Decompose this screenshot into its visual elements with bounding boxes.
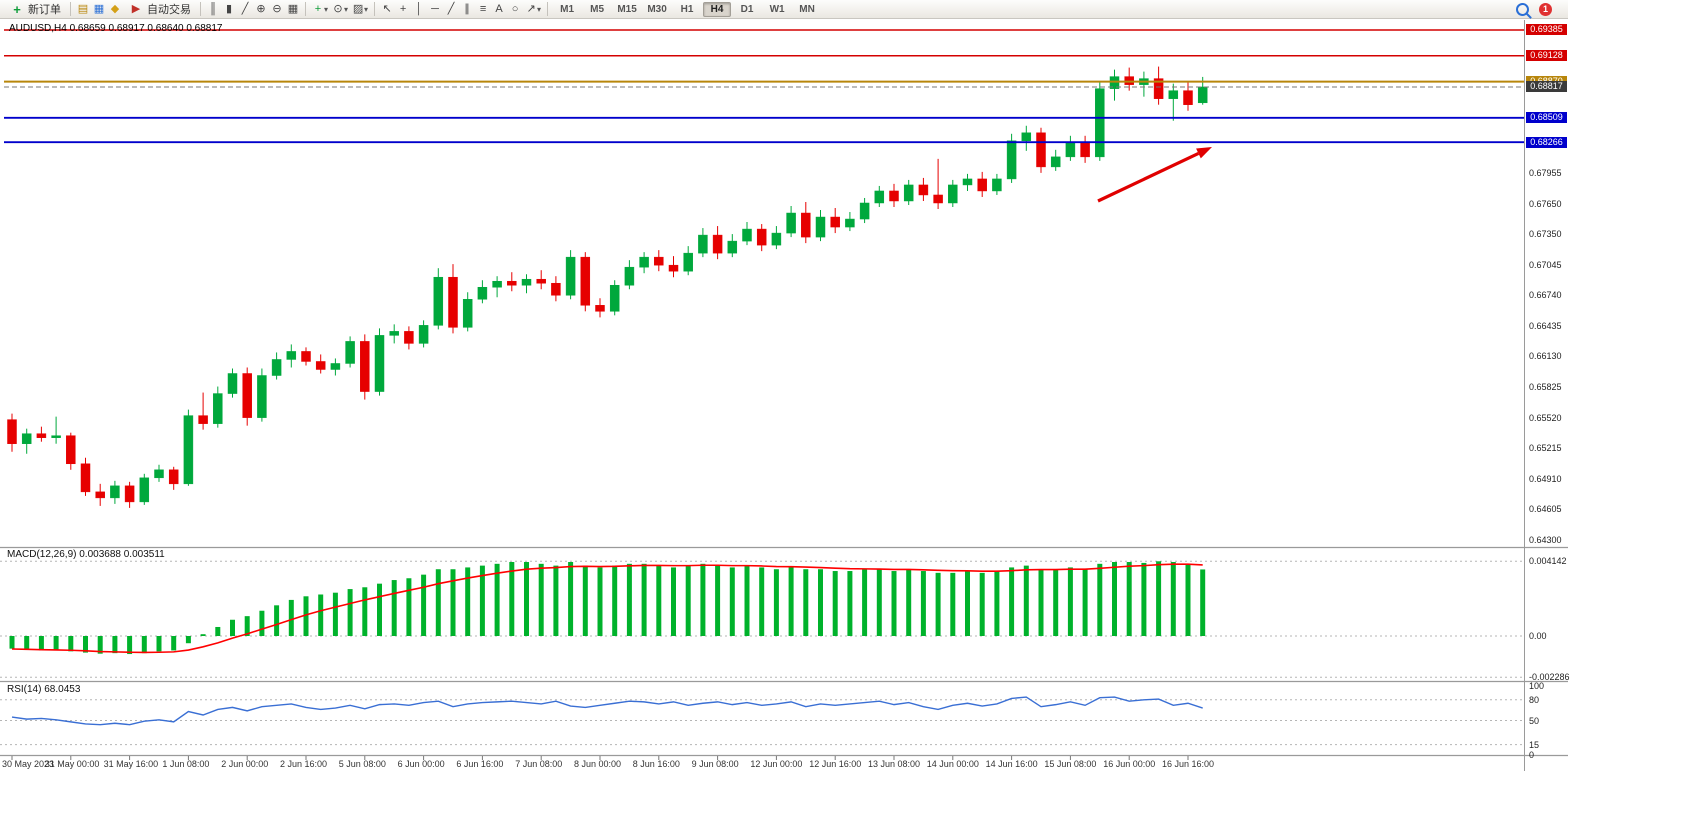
zoom-in-icon[interactable]: ⊕ bbox=[256, 2, 266, 15]
toolbar-separator bbox=[305, 2, 306, 16]
search-icon[interactable] bbox=[1516, 2, 1529, 16]
vertical-line-icon[interactable]: │ bbox=[415, 2, 423, 15]
toolbar-separator bbox=[70, 2, 71, 16]
new-chart-icon[interactable]: ▤ bbox=[77, 2, 89, 15]
macd-layer[interactable] bbox=[0, 560, 1524, 678]
candles-layer[interactable] bbox=[7, 66, 1208, 508]
line-chart-icon[interactable]: ╱ bbox=[241, 2, 249, 15]
bar-chart-icon[interactable]: ║ bbox=[209, 2, 217, 15]
toolbar-group-insert: + ▾ ⊙ ▾ ▨ ▾ bbox=[310, 2, 370, 17]
toolbar-group-drawing: ↖ + │ ─ ╱ ∥ ≡ A ○ ↗ ▾ bbox=[379, 2, 543, 17]
trend-arrow-annotation[interactable] bbox=[1097, 147, 1212, 203]
autotrade-button[interactable]: ▶ 自动交易 bbox=[124, 1, 195, 18]
crosshair-icon[interactable]: + bbox=[399, 2, 407, 15]
cursor-icon[interactable]: ↖ bbox=[382, 2, 392, 15]
trendline-icon[interactable]: ╱ bbox=[447, 2, 455, 15]
timeframe-M5[interactable]: M5 bbox=[590, 3, 605, 15]
timeframe-W1[interactable]: W1 bbox=[769, 3, 785, 15]
fibonacci-icon[interactable]: ≡ bbox=[479, 2, 487, 15]
timeframe-M30[interactable]: M30 bbox=[647, 3, 667, 15]
chevron-down-icon: ▾ bbox=[537, 4, 542, 14]
toolbar-separator bbox=[547, 2, 549, 16]
new-order-icon: + bbox=[13, 1, 21, 17]
add-indicator-icon[interactable]: + bbox=[314, 2, 322, 15]
template-icon[interactable]: ▨ bbox=[352, 2, 364, 15]
candlestick-chart-icon[interactable]: ▮ bbox=[225, 2, 233, 15]
metaeditor-icon[interactable]: ◆ bbox=[110, 2, 120, 15]
timeframe-M15[interactable]: M15 bbox=[617, 3, 637, 15]
chevron-down-icon: ▾ bbox=[364, 4, 369, 14]
text-icon[interactable]: A bbox=[495, 2, 503, 15]
zoom-out-icon[interactable]: ⊖ bbox=[272, 2, 282, 15]
horizontal-line-icon[interactable]: ─ bbox=[431, 2, 439, 15]
chart-canvas[interactable] bbox=[0, 0, 1568, 839]
rsi-label: RSI(14) 68.0453 bbox=[7, 684, 81, 695]
toolbar-group-timeframes: M1 M5 M15 M30 H1 H4 D1 W1 MN bbox=[552, 1, 822, 17]
period-icon[interactable]: ⊙ bbox=[333, 2, 343, 15]
timeframe-D1[interactable]: D1 bbox=[740, 3, 754, 15]
new-order-button[interactable]: + 新订单 bbox=[5, 1, 65, 18]
toolbar-group-charts: ║ ▮ ╱ ⊕ ⊖ ▦ bbox=[205, 2, 301, 17]
timeframe-MN[interactable]: MN bbox=[799, 3, 815, 15]
arrow-tools-icon[interactable]: ↗ bbox=[526, 2, 536, 15]
chevron-down-icon: ▾ bbox=[344, 4, 349, 14]
timeframe-M1[interactable]: M1 bbox=[560, 3, 575, 15]
new-order-label: 新订单 bbox=[28, 4, 61, 16]
panel-separators[interactable] bbox=[0, 20, 1568, 771]
profiles-icon[interactable]: ▦ bbox=[93, 2, 105, 15]
channel-icon[interactable]: ∥ bbox=[464, 2, 470, 15]
rsi-layer[interactable] bbox=[0, 696, 1524, 746]
chevron-down-icon: ▾ bbox=[324, 4, 329, 14]
main-toolbar: + 新订单 ▤ ▦ ◆ ▶ 自动交易 ║ ▮ ╱ ⊕ ⊖ ▦ + ▾ ⊙ ▾ ▨ ▾ ↖ + │ ─ ╱ ∥ ≡ A ○… bbox=[0, 0, 1568, 19]
notification-badge[interactable]: 1 bbox=[1539, 2, 1552, 16]
timeframe-H1[interactable]: H1 bbox=[680, 3, 694, 15]
toolbar-group-system: ▤ ▦ ◆ bbox=[75, 2, 123, 17]
autotrade-label: 自动交易 bbox=[147, 4, 191, 16]
chart-title: AUDUSD,H4 0.68659 0.68917 0.68640 0.6881… bbox=[9, 23, 223, 34]
timeframe-H4[interactable]: H4 bbox=[703, 1, 732, 17]
horizontal-lines-layer[interactable] bbox=[4, 29, 1524, 144]
toolbar-separator bbox=[200, 2, 201, 16]
shapes-icon[interactable]: ○ bbox=[511, 2, 519, 15]
tile-windows-icon[interactable]: ▦ bbox=[287, 2, 299, 15]
toolbar-separator bbox=[374, 2, 376, 16]
autotrade-icon: ▶ bbox=[131, 2, 141, 15]
macd-label: MACD(12,26,9) 0.003688 0.003511 bbox=[7, 549, 165, 560]
